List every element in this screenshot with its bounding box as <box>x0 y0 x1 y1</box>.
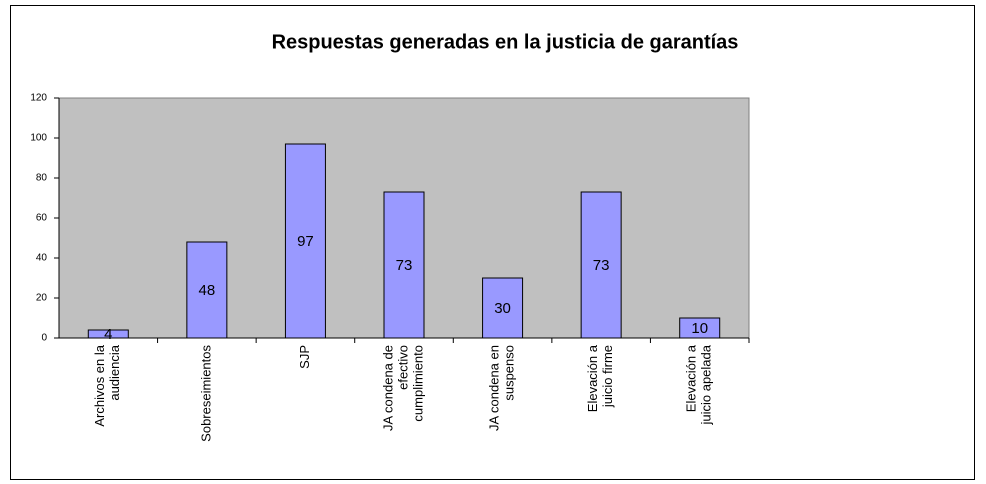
bar <box>482 277 524 339</box>
bar <box>679 317 721 339</box>
bar <box>284 143 326 339</box>
chart-title: Respuestas generadas en la justicia de g… <box>272 31 739 53</box>
x-tick-label: audiencia <box>107 344 122 400</box>
x-tick-label: Elevación a <box>585 344 600 412</box>
x-tick-label: Archivos en la <box>92 344 107 426</box>
y-tick-label: 20 <box>36 293 48 304</box>
x-tick-label: suspenso <box>502 345 517 401</box>
value-label: 4 <box>104 326 112 343</box>
y-tick-label: 80 <box>36 173 48 184</box>
x-tick-label: juicio apelada <box>699 344 714 425</box>
bar <box>580 191 622 339</box>
x-tick-label: juicio firme <box>600 345 615 408</box>
y-tick-label: 120 <box>30 93 47 104</box>
value-label: 73 <box>593 257 610 274</box>
x-tick-label: SJP <box>297 345 312 369</box>
y-tick-label: 40 <box>36 253 48 264</box>
y-tick-label: 0 <box>41 333 47 344</box>
x-tick-label: Elevación a <box>684 344 699 412</box>
value-label: 73 <box>396 257 413 274</box>
x-tick-label: cumplimiento <box>410 345 425 422</box>
bar <box>87 329 129 339</box>
value-label: 10 <box>691 320 708 337</box>
x-tick-label: JA condena en <box>487 345 502 431</box>
x-tick-label: JA condena de <box>380 345 395 431</box>
bar <box>186 241 228 339</box>
value-label: 97 <box>297 233 314 250</box>
value-label: 48 <box>199 282 216 299</box>
y-tick-label: 100 <box>30 133 47 144</box>
bar <box>383 191 425 339</box>
x-tick-label: Sobreseimientos <box>198 345 213 442</box>
value-label: 30 <box>494 300 511 317</box>
x-tick-label: efectivo <box>395 345 410 390</box>
y-tick-label: 60 <box>36 213 48 224</box>
